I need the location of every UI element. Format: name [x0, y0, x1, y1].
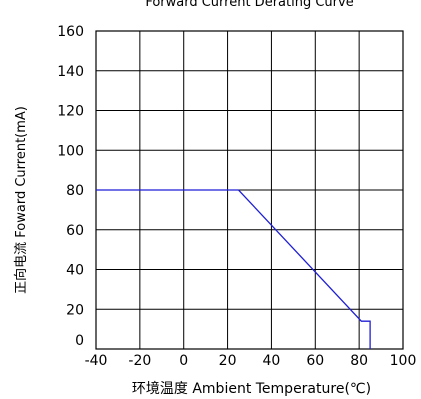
- y-tick-label: 100: [57, 143, 84, 159]
- chart-title: Forward Current Derating Curve: [145, 0, 353, 10]
- y-axis-ticks: 0 20 40 60 80 100 120 140 160: [57, 24, 84, 349]
- y-tick-label: 160: [57, 24, 84, 40]
- y-tick-label: 0: [75, 333, 84, 349]
- series-group: [96, 189, 371, 349]
- x-tick-label: 80: [350, 353, 368, 369]
- derating-curve-line: [96, 189, 371, 349]
- y-tick-label: 20: [66, 302, 84, 318]
- y-tick-label: 80: [66, 183, 84, 199]
- y-tick-label: 60: [66, 223, 84, 239]
- y-tick-label: 120: [57, 104, 84, 120]
- x-axis-label: 环境温度 Ambient Temperature(℃): [132, 381, 371, 397]
- x-tick-label: -20: [128, 353, 151, 369]
- y-axis-label: 正向电流 Foward Current(mA): [13, 106, 29, 294]
- x-axis-ticks: -40 -20 0 20 40 60 80 100: [85, 353, 417, 369]
- x-tick-label: 100: [390, 353, 417, 369]
- x-tick-label: -40: [85, 353, 108, 369]
- y-tick-label: 40: [66, 263, 84, 279]
- x-tick-label: 60: [306, 353, 324, 369]
- y-tick-label: 140: [57, 64, 84, 80]
- x-tick-label: 40: [263, 353, 281, 369]
- x-tick-label: 20: [219, 353, 237, 369]
- x-tick-label: 0: [179, 353, 188, 369]
